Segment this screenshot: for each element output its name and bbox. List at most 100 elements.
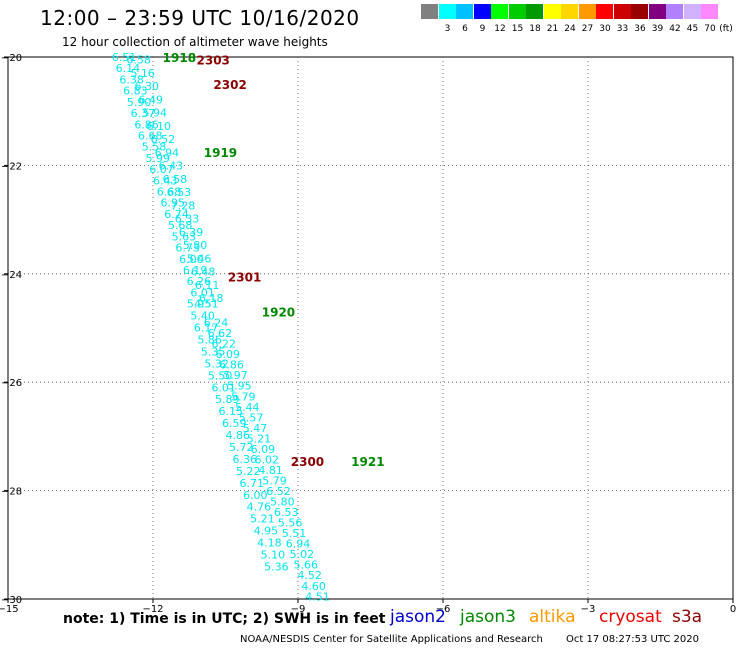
wave-height-label-track1: 5.63 [172, 230, 197, 243]
pass-time-label: 1918 [163, 51, 196, 65]
wave-height-label-track3: 5.56 [278, 517, 303, 530]
wave-height-label-track1: 6.83 [123, 85, 148, 98]
wave-height-label-track2: 5.10 [261, 549, 286, 562]
wave-height-label-track1: 6.73 [175, 242, 200, 255]
wave-height-label-track2: 5.21 [250, 513, 275, 526]
page-subtitle: 12 hour collection of altimeter wave hei… [62, 35, 328, 49]
wave-height-label-track3: 5.79 [262, 474, 287, 487]
wave-height-label-track1: 4.51 [194, 298, 219, 311]
wave-height-label-track1: 6.68 [157, 186, 182, 199]
wave-height-label-track1: 5.94 [143, 107, 168, 120]
legend-swatch-label: 36 [634, 24, 646, 34]
wave-height-label-track2: 6.59 [222, 417, 247, 430]
wave-height-label-track2: 5.35 [201, 345, 226, 358]
legend-swatch [578, 4, 596, 19]
sat-altika: altika [529, 607, 576, 627]
wave-height-label-track1: 5.99 [146, 152, 171, 165]
legend-swatch [543, 4, 561, 19]
legend-swatch [526, 4, 543, 19]
pass-time-label: 2302 [213, 78, 246, 92]
x-tick-label: −6 [436, 604, 451, 615]
wave-height-label-track1: 5.68 [168, 219, 193, 232]
wave-height-label-track1: 6.26 [187, 275, 212, 288]
wave-height-label-track3: 5.21 [247, 432, 272, 445]
wave-height-label-track3: 4.51 [305, 590, 330, 603]
wave-height-label-track3: 6.53 [274, 506, 299, 519]
pass-time-label: 1920 [262, 306, 295, 320]
legend-swatch [596, 4, 613, 19]
wave-height-label-track3: 5.80 [270, 496, 295, 509]
wave-height-label-track2: 5.72 [229, 441, 254, 454]
wave-height-label-track1: 6.94 [155, 146, 180, 159]
wave-height-label-track1: 6.37 [131, 107, 156, 120]
wave-height-label-track2: 4.86 [226, 429, 251, 442]
wave-height-label-track3: 6.94 [286, 538, 311, 551]
wave-height-label-track2: 4.95 [254, 525, 279, 538]
wave-height-label-track1: 6.07 [149, 163, 174, 176]
legend-swatch-label: 6 [462, 24, 468, 34]
pass-time-label: 2300 [291, 455, 324, 469]
wave-height-label-track3: 4.81 [258, 464, 283, 477]
wave-height-label-track3: 5.66 [294, 559, 319, 572]
wave-height-label-track1: 6.53 [167, 186, 192, 199]
legend-swatch [473, 4, 491, 19]
legend-swatch [561, 4, 578, 19]
wave-height-label-track1: 6.52 [151, 133, 176, 146]
wave-height-label-track2: 6.71 [240, 477, 265, 490]
wave-height-label-track2: 5.36 [264, 560, 289, 573]
wave-height-label-track3: 5.57 [239, 411, 264, 424]
wave-height-label-track3: 6.02 [255, 453, 280, 466]
wave-height-label-track3: 5.02 [290, 548, 315, 561]
wave-height-label-track2: 6.01 [211, 381, 236, 394]
wave-height-label-track1: 5.58 [142, 141, 167, 154]
legend-swatch-label: 39 [651, 24, 664, 34]
wave-height-label-track1: 7.28 [171, 199, 196, 212]
legend-swatch [456, 4, 473, 19]
y-tick-label: −20 [1, 53, 22, 64]
wave-height-label-track2: 6.17 [194, 322, 219, 335]
legend-swatch [613, 4, 631, 19]
wave-height-label-track1: 6.58 [163, 173, 188, 186]
wave-height-label-track1: 6.38 [119, 73, 143, 86]
legend-swatch-label: 3 [444, 24, 451, 34]
x-tick-label: −9 [291, 604, 306, 615]
wave-height-label-track1: 6.14 [116, 62, 141, 75]
wave-height-label-track2: 6.15 [218, 405, 243, 418]
wave-height-label-track1: 6.19 [183, 264, 208, 277]
sat-s3a: s3a [672, 607, 703, 627]
y-tick-label: −28 [1, 487, 22, 498]
wave-height-label-track3: 6.86 [219, 359, 244, 372]
legend-swatch [666, 4, 683, 19]
wave-height-label-track1: 6.01 [190, 286, 215, 299]
legend-swatch-label: 45 [686, 24, 699, 34]
wave-height-label-track1: 6.43 [153, 174, 178, 187]
wave-height-label-track3: 6.52 [266, 485, 291, 498]
wave-height-label-track1: 6.58 [126, 54, 150, 67]
legend-swatch [421, 4, 438, 19]
wave-height-label-track2: 6.36 [233, 453, 258, 466]
wave-height-label-track2: 5.50 [208, 369, 233, 382]
footer-timestamp: Oct 17 08:27:53 UTC 2020 [566, 634, 699, 645]
wave-height-label-track1: 5.90 [127, 96, 152, 109]
wave-height-label-track1: 6.95 [160, 197, 185, 210]
wave-height-label-track1: 6.49 [139, 93, 164, 106]
legend-swatch-label: 21 [546, 24, 559, 34]
wave-height-label-track2: 4.18 [257, 537, 282, 550]
wave-height-label-track2: 5.40 [190, 310, 215, 323]
wave-height-label-track3: 5.47 [243, 422, 267, 435]
legend-swatch-label: 9 [479, 24, 486, 34]
legend-unit: (ft) [719, 24, 733, 34]
wave-height-label-track1: 5.80 [183, 239, 208, 252]
page-title: 12:00 – 23:59 UTC 10/16/2020 [40, 6, 360, 30]
x-tick-label: −15 [0, 604, 19, 615]
legend-swatch [631, 4, 648, 19]
y-tick-label: −26 [1, 378, 22, 389]
legend-swatch [491, 4, 508, 19]
legend-swatch-label: 30 [599, 24, 611, 34]
legend-swatch [438, 4, 456, 19]
wave-height-label-track1: 6.74 [164, 208, 189, 221]
wave-height-label-track1: 6.48 [191, 266, 216, 279]
legend-swatch-label: 15 [511, 24, 524, 34]
wave-height-label-track1: 5.46 [187, 252, 212, 265]
